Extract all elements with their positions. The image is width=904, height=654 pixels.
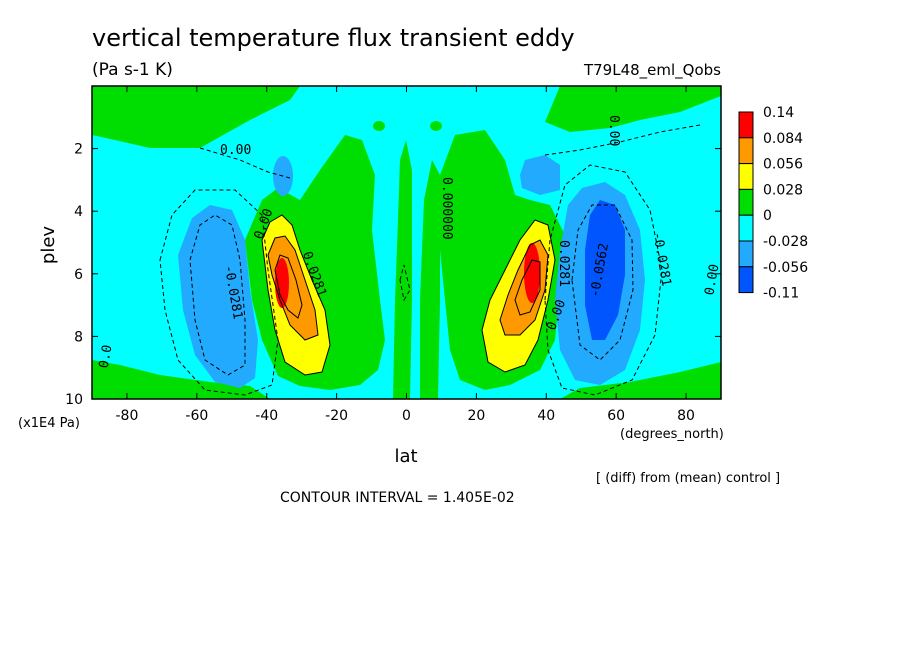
y-axis: 2 4 6 8 10	[65, 142, 721, 408]
x-tick-label: -20	[325, 408, 348, 424]
colorbar-swatch	[738, 266, 754, 294]
colorbar-label: 0	[763, 208, 772, 224]
nh-contour-2	[499, 239, 549, 336]
sh-dashed-outer	[159, 189, 279, 396]
y-tick-label: 10	[65, 392, 83, 408]
bottom-right-green	[560, 362, 721, 399]
colorbar-swatch	[738, 240, 754, 268]
y-tick-label: 8	[74, 329, 83, 345]
x-tick-label: 60	[607, 408, 625, 424]
small-green-blob-2	[430, 121, 442, 131]
deep-negative-regions	[585, 200, 625, 340]
contour-label: 0.0281	[556, 240, 571, 287]
contour-label: 0.00	[606, 115, 621, 146]
x-tick-label: -80	[116, 408, 139, 424]
contour-label: 0.000000	[439, 177, 454, 240]
colorbar-label: -0.028	[763, 234, 808, 250]
contour-lines	[261, 214, 556, 376]
negative-contours	[159, 124, 701, 396]
contour-label: 0.0	[97, 344, 116, 370]
colorbar-swatch	[738, 163, 754, 190]
sh-dashed-inner	[189, 214, 246, 376]
top-left-green	[92, 86, 300, 148]
contour-label: 0.00	[702, 263, 722, 296]
x-tick-label: 80	[677, 408, 695, 424]
colorbar-swatch	[738, 111, 754, 139]
y-tick-label: 6	[74, 267, 83, 283]
nh-dashed-inner	[571, 204, 634, 361]
bottom-left-green	[92, 360, 270, 399]
small-green-blob-3	[454, 232, 466, 268]
colorbar-swatch	[738, 188, 754, 216]
nh-deep-blue	[585, 200, 625, 340]
colorbar-swatch	[738, 214, 754, 242]
x-tick-label: 0	[402, 408, 411, 424]
colorbar-label: -0.11	[763, 286, 799, 302]
colorbar-label: 0.14	[763, 105, 794, 121]
nh-red-core	[524, 243, 540, 303]
y-axis-units: (x1E4 Pa)	[18, 416, 80, 431]
x-tick-label: -60	[185, 408, 208, 424]
y-axis-label: plev	[38, 226, 59, 265]
x-tick-label: 40	[537, 408, 555, 424]
colorbar-label: 0.028	[763, 182, 803, 198]
run-label: T79L48_eml_Qobs	[583, 61, 721, 80]
colorbar-label: 0.056	[763, 157, 803, 173]
nh-contour-3	[514, 259, 541, 316]
plot-area: 0.00 0.00 0.0281 -0.0281 0.000000 0.0281…	[92, 86, 722, 399]
equator-strip-right	[420, 160, 440, 399]
sh-contour-2	[267, 235, 319, 341]
diff-note: [ (diff) from (mean) control ]	[596, 471, 780, 486]
left-dashed-arc	[199, 147, 291, 179]
small-green-blob-1	[373, 121, 385, 131]
x-tick-label: -40	[255, 408, 278, 424]
sh-contour-1	[261, 214, 331, 376]
nh-contour-1	[481, 219, 556, 373]
chart-title: vertical temperature flux transient eddy	[92, 24, 575, 52]
contour-label: 0.00	[220, 143, 251, 158]
colorbar-label: -0.056	[763, 260, 808, 276]
x-tick-label: 20	[467, 408, 485, 424]
contour-interval: CONTOUR INTERVAL = 1.405E-02	[280, 490, 515, 506]
x-axis: -80 -60 -40 -20 0 20 40 60 80	[116, 86, 695, 424]
y-tick-label: 4	[74, 204, 83, 220]
right-dashed-arc	[544, 124, 701, 156]
colorbar-swatch	[738, 137, 754, 165]
colorbar: 0.14 0.084 0.056 0.028 0 -0.028 -0.056 -0.11	[738, 105, 808, 302]
x-axis-label: lat	[394, 446, 417, 467]
y-tick-label: 2	[74, 142, 83, 158]
x-axis-units: (degrees_north)	[620, 427, 724, 442]
nh-blue-upper	[520, 155, 560, 195]
equator-dashed	[399, 264, 411, 302]
top-right-green	[545, 86, 721, 132]
sh-contour-3	[274, 254, 303, 319]
chart-units: (Pa s-1 K)	[92, 60, 173, 80]
colorbar-label: 0.084	[763, 131, 803, 147]
